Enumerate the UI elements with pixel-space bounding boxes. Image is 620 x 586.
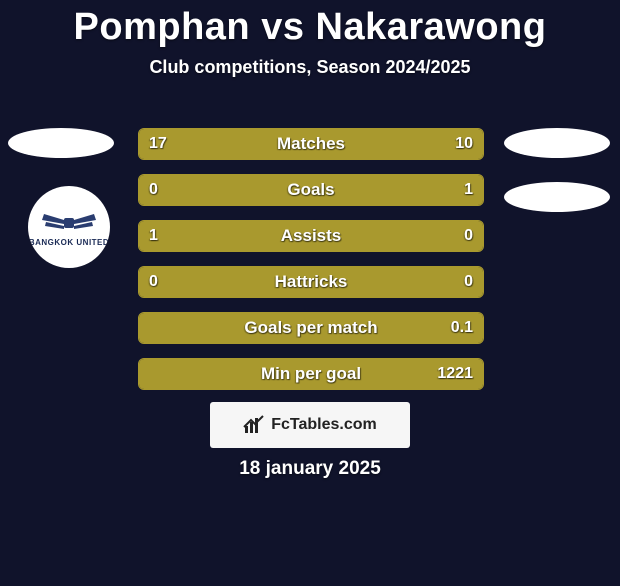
footer-badge: FcTables.com [210, 402, 410, 448]
date-text: 18 january 2025 [239, 458, 381, 480]
value-right: 10 [455, 135, 473, 153]
bar-left [139, 313, 201, 343]
stat-row: 1 Assists 0 [138, 220, 484, 252]
stat-label: Hattricks [275, 272, 348, 292]
stat-label: Min per goal [261, 364, 361, 384]
bar-right [421, 221, 483, 251]
stat-rows: 17 Matches 10 0 Goals 1 1 Assists 0 0 Hattricks 0 Go… [138, 128, 484, 404]
page-title: Pomphan vs Nakarawong [0, 6, 620, 49]
footer-text: FcTables.com [271, 416, 377, 434]
stat-row: 0 Hattricks 0 [138, 266, 484, 298]
value-left: 1 [149, 227, 158, 245]
stat-label: Goals [287, 180, 334, 200]
value-right: 1221 [437, 365, 473, 383]
club-logo-left-1 [8, 128, 114, 158]
stat-row: Goals per match 0.1 [138, 312, 484, 344]
value-right: 0 [464, 273, 473, 291]
value-right: 0 [464, 227, 473, 245]
stat-row: Min per goal 1221 [138, 358, 484, 390]
club-logo-right-1 [504, 128, 610, 158]
club-badge-text: BANGKOK UNITED [29, 238, 109, 247]
stat-label: Assists [281, 226, 341, 246]
value-right: 0.1 [451, 319, 473, 337]
bar-left [139, 359, 201, 389]
wings-icon [40, 208, 98, 236]
value-right: 1 [464, 181, 473, 199]
value-left: 0 [149, 181, 158, 199]
value-left: 17 [149, 135, 167, 153]
bar-right [201, 175, 483, 205]
club-badge-left: BANGKOK UNITED [28, 186, 110, 268]
stat-label: Matches [277, 134, 345, 154]
stat-label: Goals per match [244, 318, 377, 338]
value-left: 0 [149, 273, 158, 291]
stat-row: 0 Goals 1 [138, 174, 484, 206]
stat-row: 17 Matches 10 [138, 128, 484, 160]
chart-icon [243, 415, 265, 435]
subtitle: Club competitions, Season 2024/2025 [0, 57, 620, 78]
club-logo-right-2 [504, 182, 610, 212]
